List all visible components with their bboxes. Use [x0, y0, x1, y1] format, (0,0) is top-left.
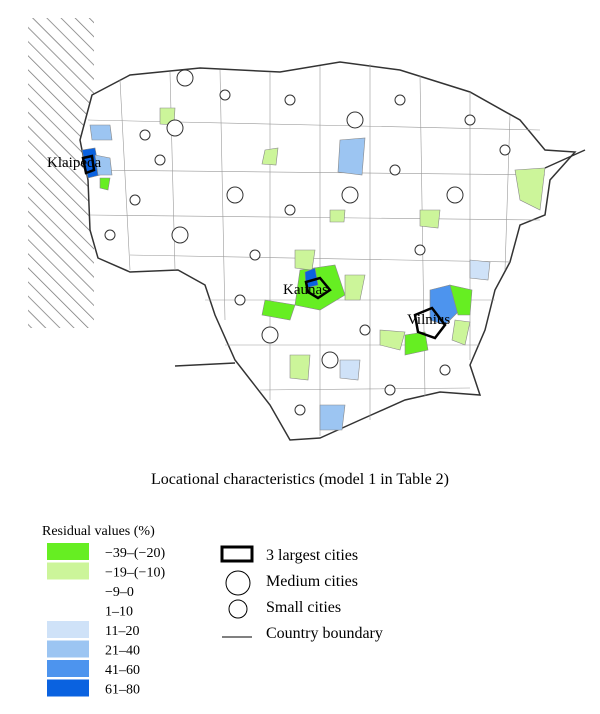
- country-outline: [79, 61, 577, 441]
- legend-swatch: [47, 601, 89, 619]
- boundary-line: [174, 362, 236, 367]
- caption: Locational characteristics (model 1 in T…: [151, 471, 449, 488]
- city-label: Kaunas: [283, 282, 328, 298]
- legend-class-label: 1–10: [105, 605, 133, 620]
- city-circles: [104, 69, 511, 416]
- legend-symbol-label: Small cities: [266, 599, 341, 616]
- legend-title: Residual values (%): [42, 524, 155, 539]
- sea-hatch: [28, 18, 94, 328]
- legend-class-label: −19–(−10): [105, 566, 165, 581]
- largest-city-outlines: [81, 154, 447, 340]
- legend-symbol-label: Medium cities: [266, 573, 358, 590]
- legend-swatch: [47, 543, 89, 560]
- residual-patches: [81, 107, 546, 431]
- legend-symbol-label: Country boundary: [266, 625, 383, 642]
- legend-swatch: [47, 562, 89, 580]
- legend-class-label: 41–60: [105, 663, 140, 678]
- legend-swatch: [47, 640, 89, 658]
- legend-classes: −39–(−20) −19–(−10) −9–0 1–10 11–20 21–40 41–6…: [47, 543, 165, 698]
- legend-symbols: 3 largest cities Medium cities Small citie…: [266, 547, 383, 642]
- legend-swatch: [47, 621, 89, 638]
- legend-class-label: 11–20: [105, 624, 139, 639]
- legend-largest-city-icon: [220, 545, 254, 563]
- legend-symbol-label: 3 largest cities: [266, 547, 358, 564]
- legend-swatch: [47, 582, 89, 599]
- legend-small-city-icon: [228, 599, 248, 619]
- boundary-line: [544, 149, 586, 169]
- legend-medium-city-icon: [225, 570, 251, 596]
- city-label: Klaipeda: [47, 155, 101, 171]
- city-label: Vilnius: [407, 312, 450, 328]
- legend-class-label: 61–80: [105, 683, 140, 698]
- legend-swatch: [47, 679, 89, 697]
- legend-swatch: [47, 660, 89, 677]
- legend-class-label: −9–0: [105, 585, 134, 600]
- legend-class-label: −39–(−20): [105, 546, 165, 561]
- legend-class-label: 21–40: [105, 644, 140, 659]
